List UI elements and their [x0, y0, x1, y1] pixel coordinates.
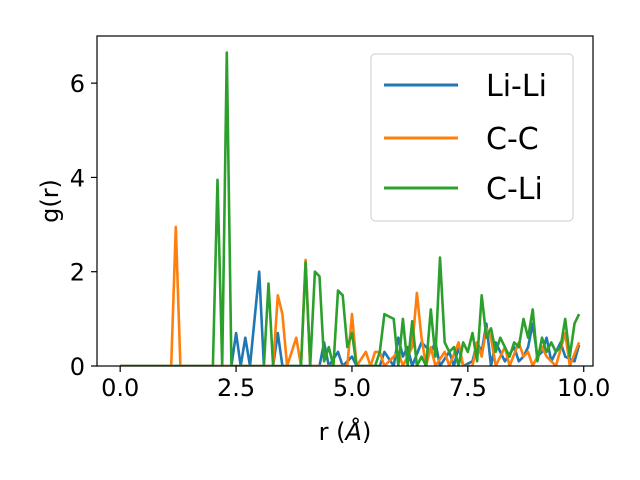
x-tick-label: 7.5: [449, 374, 487, 402]
legend-frame: [370, 53, 574, 222]
series-layer: [120, 51, 581, 366]
y-axis-label: g(r): [36, 179, 64, 223]
x-axis-label-unit: Å: [344, 417, 362, 446]
y-tick-label: 4: [70, 164, 85, 192]
series-line-c-li: [120, 51, 581, 366]
legend-label-c-c: C-C: [486, 122, 539, 157]
x-axis-label-main: r (: [319, 418, 346, 446]
x-axis-label-end: ): [362, 418, 371, 446]
x-tick-label: 5.0: [333, 374, 371, 402]
legend-label-c-li: C-Li: [486, 172, 543, 207]
x-tick-label: 2.5: [217, 374, 255, 402]
plot-frame: [96, 35, 594, 367]
legend-label-li-li: Li-Li: [486, 69, 547, 104]
y-tick-label: 0: [70, 353, 85, 381]
y-tick-label: 2: [70, 259, 85, 287]
x-tick-label: 10.0: [557, 374, 610, 402]
legend: Li-Li C-C C-Li: [370, 53, 574, 222]
series-line-c-c: [120, 225, 581, 366]
x-axis-label: r (Å): [319, 417, 372, 446]
x-tick-label: 0.0: [101, 374, 139, 402]
ticks-layer: 0.0 2.5 5.0 7.5 10.0 0 2 4 6: [70, 70, 611, 402]
y-tick-label: 6: [70, 70, 85, 98]
